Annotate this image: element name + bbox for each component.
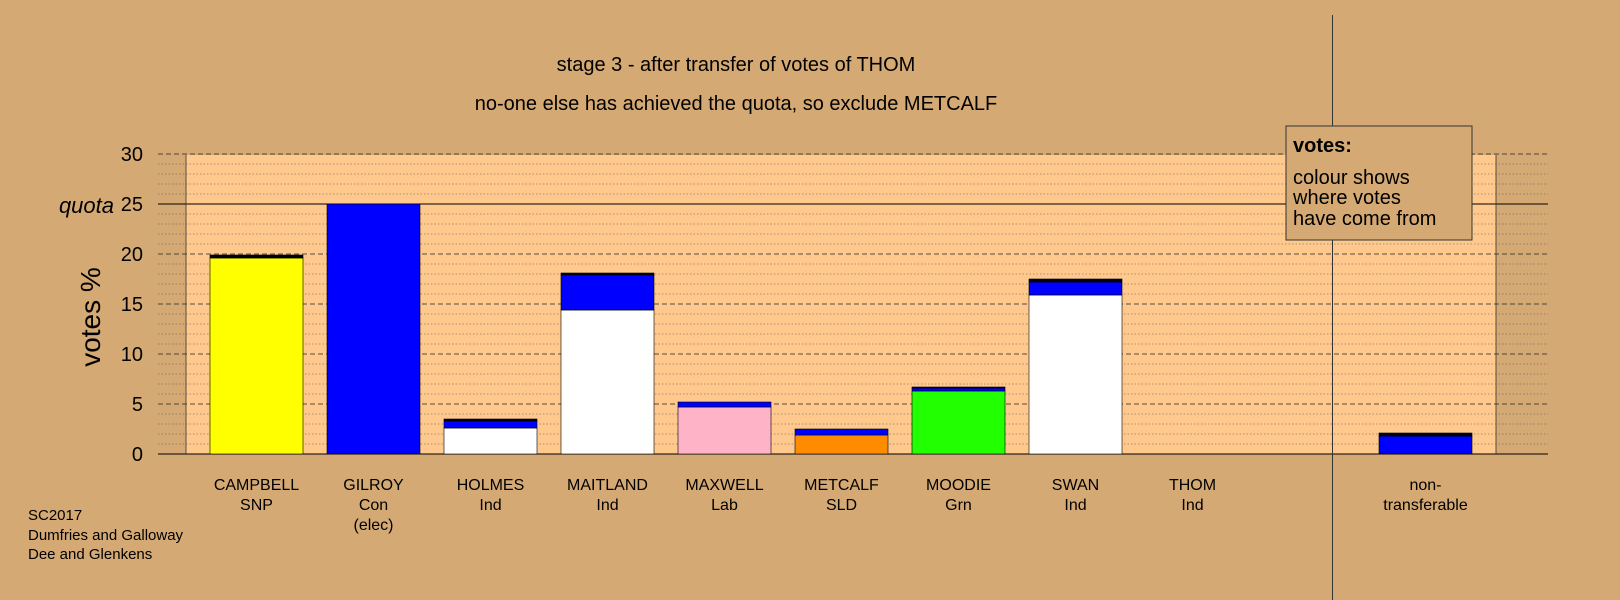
chart-subtitle: no-one else has achieved the quota, so e… [475, 93, 998, 115]
legend-box [1285, 125, 1473, 241]
legend: votes: colour shows where votes have com… [1285, 125, 1473, 241]
x-tick-label: Ind [479, 497, 501, 514]
bar-segment-holmes [443, 427, 538, 455]
x-tick-label: Ind [596, 497, 618, 514]
bar-segment-moodie [911, 386, 1006, 389]
x-tick-label: THOM [1169, 477, 1216, 494]
x-tick-label: MAITLAND [567, 477, 648, 494]
bar-segment-campbell [209, 254, 304, 259]
legend-line: where votes [1292, 187, 1401, 209]
quota-label: quota [59, 193, 114, 218]
bar-segment-moodie [911, 387, 1006, 392]
bars [209, 203, 1473, 455]
x-tick-label: METCALF [804, 477, 879, 494]
y-tick-label: 0 [132, 444, 143, 466]
bar-segment-metcalf [794, 434, 889, 455]
x-tick-label: Lab [711, 497, 738, 514]
x-tick-label: SWAN [1052, 477, 1099, 494]
x-tick-label: GILROY [343, 477, 404, 494]
footer: SC2017 Dumfries and Galloway Dee and Gle… [28, 507, 184, 563]
bar-segment-maitland [560, 274, 655, 311]
x-tick-label: SLD [826, 497, 857, 514]
x-tick-label: Ind [1181, 497, 1203, 514]
chart-title: stage 3 - after transfer of votes of THO… [557, 54, 916, 76]
y-tick-label: 20 [121, 244, 143, 266]
bar-segment-swan [1028, 281, 1123, 296]
bar-segment-maxwell [677, 401, 772, 408]
bar-segment-maitland [560, 309, 655, 455]
y-tick-label: 30 [121, 144, 143, 166]
y-axis-label: votes % [75, 267, 106, 367]
footer-line: Dumfries and Galloway [28, 527, 184, 544]
legend-line: colour shows [1293, 167, 1410, 189]
bar-segment-maitland [560, 272, 655, 276]
legend-title: votes: [1293, 135, 1352, 157]
y-tick-label: 15 [121, 294, 143, 316]
bar-segment-nontransferable [1378, 432, 1473, 437]
y-tick-label: 25 [121, 194, 143, 216]
x-tick-label: Ind [1064, 497, 1086, 514]
bar-segment-nontransferable [1378, 435, 1473, 455]
x-tick-label: MOODIE [926, 477, 991, 494]
legend-line: have come from [1293, 208, 1436, 230]
bar-segment-holmes [443, 420, 538, 429]
x-tick-label: Con [359, 497, 388, 514]
x-tick-label: (elec) [353, 517, 393, 534]
bar-segment-swan [1028, 278, 1123, 283]
bar-segment-gilroy [326, 203, 421, 455]
y-tick-label: 10 [121, 344, 143, 366]
y-axis-ticks: 0 5 10 15 20 25 30 [121, 144, 143, 466]
x-tick-label: MAXWELL [685, 477, 763, 494]
bar-segment-swan [1028, 294, 1123, 455]
footer-line: Dee and Glenkens [28, 546, 152, 563]
x-tick-label: transferable [1383, 497, 1468, 514]
bar-segment-moodie [911, 390, 1006, 455]
bar-segment-metcalf [794, 428, 889, 436]
x-tick-label: SNP [240, 497, 273, 514]
x-tick-label: CAMPBELL [214, 477, 299, 494]
footer-line: SC2017 [28, 507, 82, 524]
bar-segment-maxwell [677, 406, 772, 455]
x-tick-label: Grn [945, 497, 972, 514]
y-tick-label: 5 [132, 394, 143, 416]
x-tick-label: non- [1409, 477, 1441, 494]
x-axis-labels: CAMPBELL SNP GILROY Con (elec) HOLMES Ind MAITL… [214, 477, 1468, 534]
x-tick-label: HOLMES [457, 477, 525, 494]
bar-segment-holmes [443, 418, 538, 422]
bar-segment-campbell [209, 257, 304, 455]
